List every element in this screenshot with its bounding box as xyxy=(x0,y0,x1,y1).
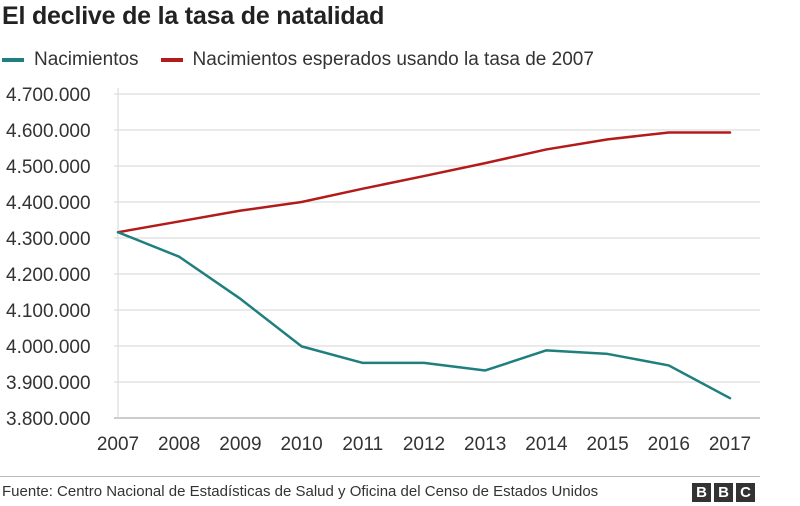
x-tick-label: 2017 xyxy=(709,434,751,455)
x-tick-label: 2015 xyxy=(586,434,628,455)
x-tick-label: 2013 xyxy=(464,434,506,455)
y-axis-tick-labels: 4.700.000 4.600.000 4.500.000 4.400.000 4.30… xyxy=(6,85,91,430)
footer-divider xyxy=(0,476,760,477)
y-tick-label: 4.200.000 xyxy=(6,265,91,286)
footer: Fuente: Centro Nacional de Estadísticas … xyxy=(0,476,800,506)
grid-lines xyxy=(114,88,760,419)
legend-label-nacimientos: Nacimientos xyxy=(34,49,139,70)
legend-swatch-nacimientos xyxy=(2,58,24,62)
y-tick-label: 3.800.000 xyxy=(6,409,91,430)
legend-item-nacimientos: Nacimientos xyxy=(2,49,139,71)
x-tick-label: 2012 xyxy=(403,434,445,455)
legend-label-esperados: Nacimientos esperados usando la tasa de … xyxy=(192,49,594,70)
y-tick-label: 4.100.000 xyxy=(6,301,91,322)
legend-item-esperados: Nacimientos esperados usando la tasa de … xyxy=(160,49,594,71)
y-tick-label: 4.500.000 xyxy=(6,157,91,178)
legend-swatch-esperados xyxy=(160,58,183,62)
x-tick-label: 2008 xyxy=(158,434,200,455)
chart-title: El declive de la tasa de natalidad xyxy=(2,2,385,30)
y-tick-label: 4.600.000 xyxy=(6,121,91,142)
source-note: Fuente: Centro Nacional de Estadísticas … xyxy=(2,483,599,500)
x-tick-label: 2014 xyxy=(525,434,568,455)
x-tick-label: 2010 xyxy=(280,434,322,455)
y-tick-label: 4.300.000 xyxy=(6,229,91,250)
series-line-0 xyxy=(116,230,732,400)
bbc-logo-letter: B xyxy=(692,483,711,502)
y-tick-label: 4.700.000 xyxy=(6,85,91,106)
x-tick-label: 2016 xyxy=(648,434,690,455)
bbc-logo-letter: C xyxy=(736,483,755,502)
x-axis-tick-labels: 2007 2008 2009 2010 2011 2012 2013 2014 2015 2016… xyxy=(97,434,751,455)
chart-legend: Nacimientos Nacimientos esperados usando… xyxy=(2,48,616,72)
y-tick-label: 4.000.000 xyxy=(6,337,91,358)
x-tick-label: 2007 xyxy=(97,434,139,455)
y-tick-label: 4.400.000 xyxy=(6,193,91,214)
bbc-logo-letter: B xyxy=(714,483,733,502)
series-line-1 xyxy=(116,131,732,234)
y-tick-label: 3.900.000 xyxy=(6,373,91,394)
x-tick-label: 2009 xyxy=(219,434,261,455)
bbc-logo: B B C xyxy=(692,483,758,502)
series-lines xyxy=(116,131,732,400)
x-tick-label: 2011 xyxy=(342,434,383,455)
line-chart: 4.700.000 4.600.000 4.500.000 4.400.000 4.30… xyxy=(6,85,760,455)
